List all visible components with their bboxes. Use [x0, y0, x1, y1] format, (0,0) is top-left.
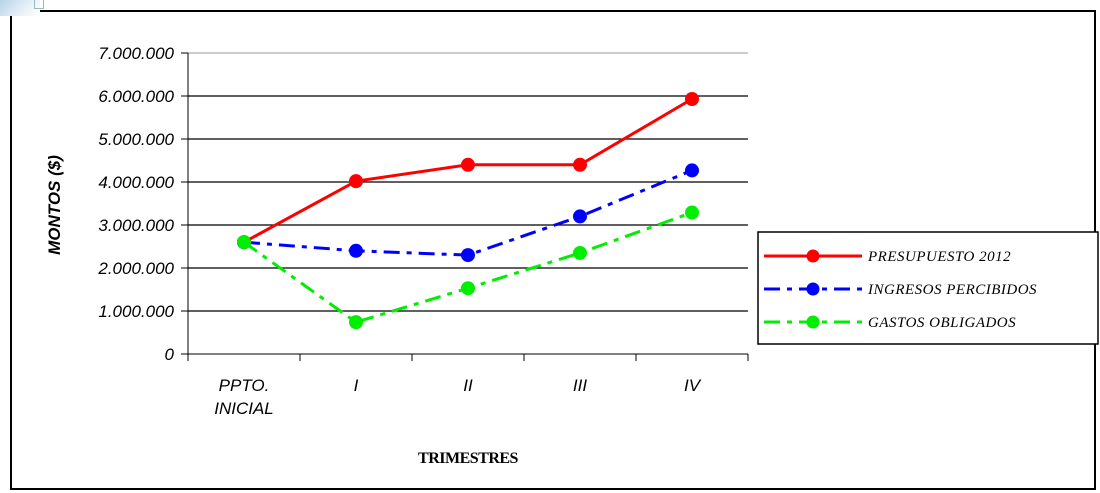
- y-tick-label: 0: [165, 345, 175, 364]
- legend-marker: [806, 315, 820, 329]
- y-tick-label: 2.000.000: [97, 259, 174, 278]
- series-line-1: [243, 169, 693, 257]
- data-point: [461, 157, 475, 172]
- y-tick-label: 6.000.000: [98, 87, 174, 106]
- data-point: [349, 315, 363, 330]
- data-point: [461, 281, 475, 296]
- y-tick-label: 4.000.000: [98, 173, 174, 192]
- x-tick-label: PPTO. INICIAL: [214, 376, 274, 418]
- data-point: [685, 205, 699, 220]
- x-tick-label: III: [573, 376, 587, 395]
- y-tick-labels: 0 1.000.000 2.000.000 3.000.000 4.000.000 5.0…: [97, 44, 174, 364]
- data-point: [349, 174, 363, 189]
- data-point: [237, 235, 251, 250]
- x-tick-label: II: [463, 376, 473, 395]
- data-point: [573, 157, 587, 172]
- y-tick-label: 1.000.000: [98, 302, 174, 321]
- series-points: [237, 92, 699, 330]
- data-point: [349, 243, 363, 258]
- data-point: [573, 209, 587, 224]
- x-axis-title: TRIMESTRES: [418, 450, 519, 467]
- y-tick-label: 7.000.000: [98, 44, 174, 63]
- corner-mark: [34, 0, 44, 9]
- legend-label: PRESUPUESTO 2012: [867, 249, 1011, 265]
- data-point: [573, 245, 587, 260]
- legend-label: GASTOS OBLIGADOS: [868, 315, 1016, 331]
- gridlines: [188, 52, 748, 312]
- legend-marker: [806, 249, 820, 263]
- data-point: [461, 248, 475, 263]
- data-point: [685, 163, 699, 178]
- x-tick-label: I: [354, 376, 359, 395]
- y-axis-title: MONTOS ($): [45, 155, 64, 255]
- window-corner-art: [0, 0, 44, 16]
- axes: [181, 52, 749, 361]
- data-point: [685, 92, 699, 107]
- legend-marker: [806, 282, 820, 296]
- y-tick-label: 3.000.000: [98, 216, 174, 235]
- x-tick-label: IV: [684, 376, 702, 395]
- y-tick-label: 5.000.000: [98, 130, 174, 149]
- legend-label: INGRESOS PERCIBIDOS: [867, 282, 1037, 298]
- legend: PRESUPUESTO 2012 INGRESOS PERCIBIDOS GASTO…: [757, 231, 1099, 345]
